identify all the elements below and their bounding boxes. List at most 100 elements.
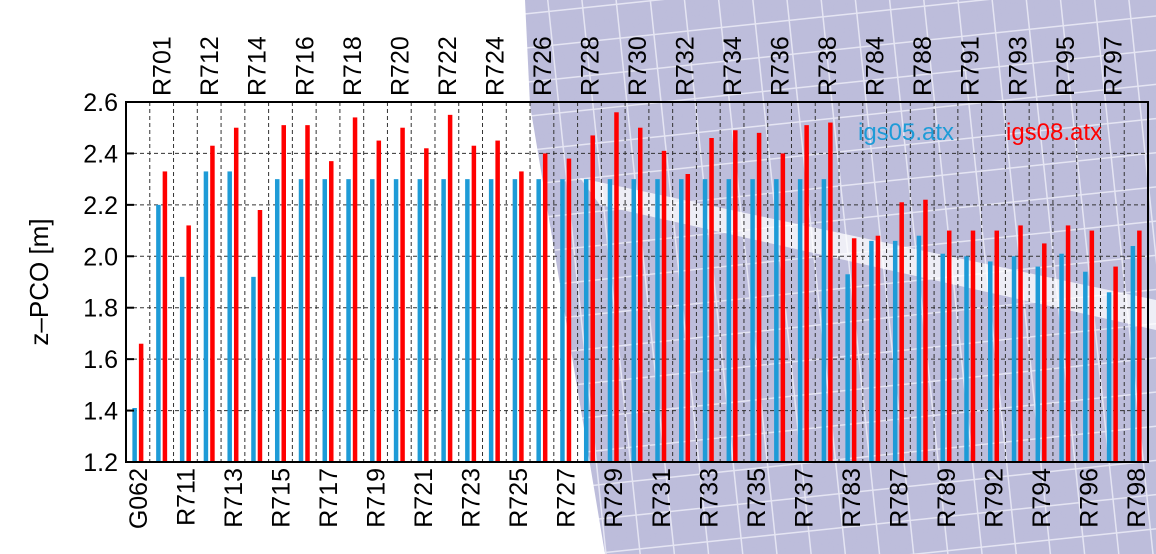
bar-igs08-R787 (899, 202, 904, 463)
bar-igs05-G062 (132, 408, 137, 462)
bar-igs08-R788 (923, 199, 928, 462)
x-tick-label-bottom: R721 (410, 468, 438, 528)
bar-igs05-R783 (845, 274, 850, 462)
grid (125, 101, 1149, 463)
x-tick-label-bottom: R717 (315, 468, 343, 528)
plot-frame (125, 101, 1149, 463)
bar-igs08-R726 (542, 153, 548, 462)
bar-igs08-R721 (424, 148, 429, 463)
legend-entry-igs08: igs08.atx (1006, 119, 1102, 146)
x-tick-label-bottom: R713 (220, 468, 248, 528)
x-tick-label-bottom: R711 (172, 468, 200, 526)
bar-igs05-R731 (655, 179, 660, 462)
bar-igs08-R734 (733, 130, 738, 463)
x-tick-label-bottom: R783 (838, 468, 866, 528)
bar-igs08-R723 (471, 145, 477, 462)
x-tick-label-top: R718 (339, 36, 367, 96)
bar-igs05-R725 (512, 179, 518, 462)
bar-igs08-R718 (352, 117, 358, 462)
bar-igs08-R725 (519, 171, 524, 462)
bar-igs08-R716 (305, 125, 310, 463)
bar-igs08-R730 (638, 127, 643, 462)
x-tick-label-top: R791 (957, 36, 985, 96)
bar-igs08-R738 (828, 122, 833, 463)
bar-igs08-R711 (186, 225, 191, 462)
bar-igs08-R784 (875, 235, 881, 462)
x-tick-label-top: R788 (909, 36, 937, 96)
x-tick-label-top: R795 (1052, 36, 1080, 96)
bar-igs05-R788 (916, 235, 922, 462)
y-tick-label: 1.4 (83, 398, 118, 426)
bar-igs08-R719 (376, 140, 382, 463)
bar-igs05-R701 (156, 204, 161, 462)
bar-igs05-R735 (750, 179, 755, 462)
bars (132, 112, 1142, 463)
x-tick-label-top: R714 (244, 36, 272, 96)
bar-igs08-R732 (685, 174, 691, 462)
bar-igs08-R737 (804, 125, 809, 463)
y-tick-label: 2.4 (83, 140, 118, 168)
bar-igs08-R735 (756, 132, 762, 462)
x-tick-label-top: R793 (1004, 36, 1032, 96)
x-tick-label-top: R732 (672, 36, 700, 96)
bar-igs08-R722 (447, 114, 453, 462)
axes (125, 101, 1149, 463)
bar-igs08-R795 (1065, 225, 1071, 462)
x-tick-label-top: R724 (481, 36, 509, 96)
bar-igs05-R726 (536, 179, 541, 462)
bar-igs05-R732 (679, 179, 684, 462)
bar-igs08-R715 (281, 125, 286, 463)
bar-igs08-R794 (1042, 243, 1047, 462)
bar-igs05-R711 (179, 276, 185, 462)
x-tick-label-bottom: R733 (695, 468, 723, 528)
bar-igs08-R728 (590, 135, 595, 462)
y-tick-label: 2.2 (83, 192, 118, 220)
y-tick-label: 2.0 (83, 243, 118, 271)
x-tick-label-top: R701 (149, 36, 177, 96)
bar-igs05-R721 (417, 179, 423, 462)
bar-igs05-R737 (797, 179, 803, 462)
bar-igs05-R796 (1083, 271, 1088, 462)
bar-igs08-R724 (495, 140, 500, 463)
bar-igs08-R791 (970, 230, 976, 462)
x-tick-label-top: R726 (529, 36, 557, 96)
bar-igs08-G062 (138, 343, 144, 462)
bar-igs05-R712 (203, 171, 209, 462)
x-tick-label-top: R797 (1099, 36, 1127, 96)
x-tick-label-bottom: R796 (1076, 468, 1104, 528)
bar-igs05-R787 (892, 240, 898, 462)
x-tick-label-top: R734 (719, 36, 747, 96)
bar-igs05-R734 (726, 179, 732, 462)
bar-igs05-R791 (964, 256, 969, 462)
x-tick-label-bottom: R737 (790, 468, 818, 528)
bar-igs05-R717 (322, 179, 328, 462)
x-tick-label-top: R730 (624, 36, 652, 96)
bar-igs05-R727 (560, 179, 565, 462)
bar-igs08-R720 (400, 127, 405, 462)
bar-igs05-R797 (1106, 292, 1112, 462)
x-tick-label-top: R728 (576, 36, 604, 96)
bar-igs08-R729 (614, 112, 619, 463)
x-tick-label-bottom: R727 (553, 468, 581, 528)
bar-igs08-R796 (1089, 230, 1095, 462)
bar-igs08-R717 (329, 161, 334, 462)
bar-igs08-R792 (994, 230, 1000, 462)
x-tick-label-bottom: G062 (125, 468, 153, 529)
bar-igs05-R724 (488, 179, 494, 462)
bar-igs05-R736 (774, 179, 779, 462)
y-axis-label: z–PCO [m] (24, 218, 54, 345)
x-tick-label-bottom: R794 (1028, 468, 1056, 528)
x-tick-label-top: R712 (196, 36, 224, 96)
x-tick-label-bottom: R725 (505, 468, 533, 528)
bar-igs05-R722 (441, 179, 446, 462)
x-tick-label-bottom: R715 (267, 468, 295, 528)
x-tick-label-bottom: R723 (458, 468, 486, 528)
bar-igs08-R712 (210, 145, 215, 462)
bar-igs05-R784 (869, 240, 874, 462)
bar-igs05-R728 (583, 179, 589, 462)
bar-igs08-R733 (709, 138, 714, 462)
x-tick-label-top: R722 (434, 36, 462, 96)
bar-igs05-R793 (1011, 256, 1017, 462)
bar-igs05-R798 (1130, 246, 1136, 462)
bar-igs08-R783 (851, 238, 857, 462)
